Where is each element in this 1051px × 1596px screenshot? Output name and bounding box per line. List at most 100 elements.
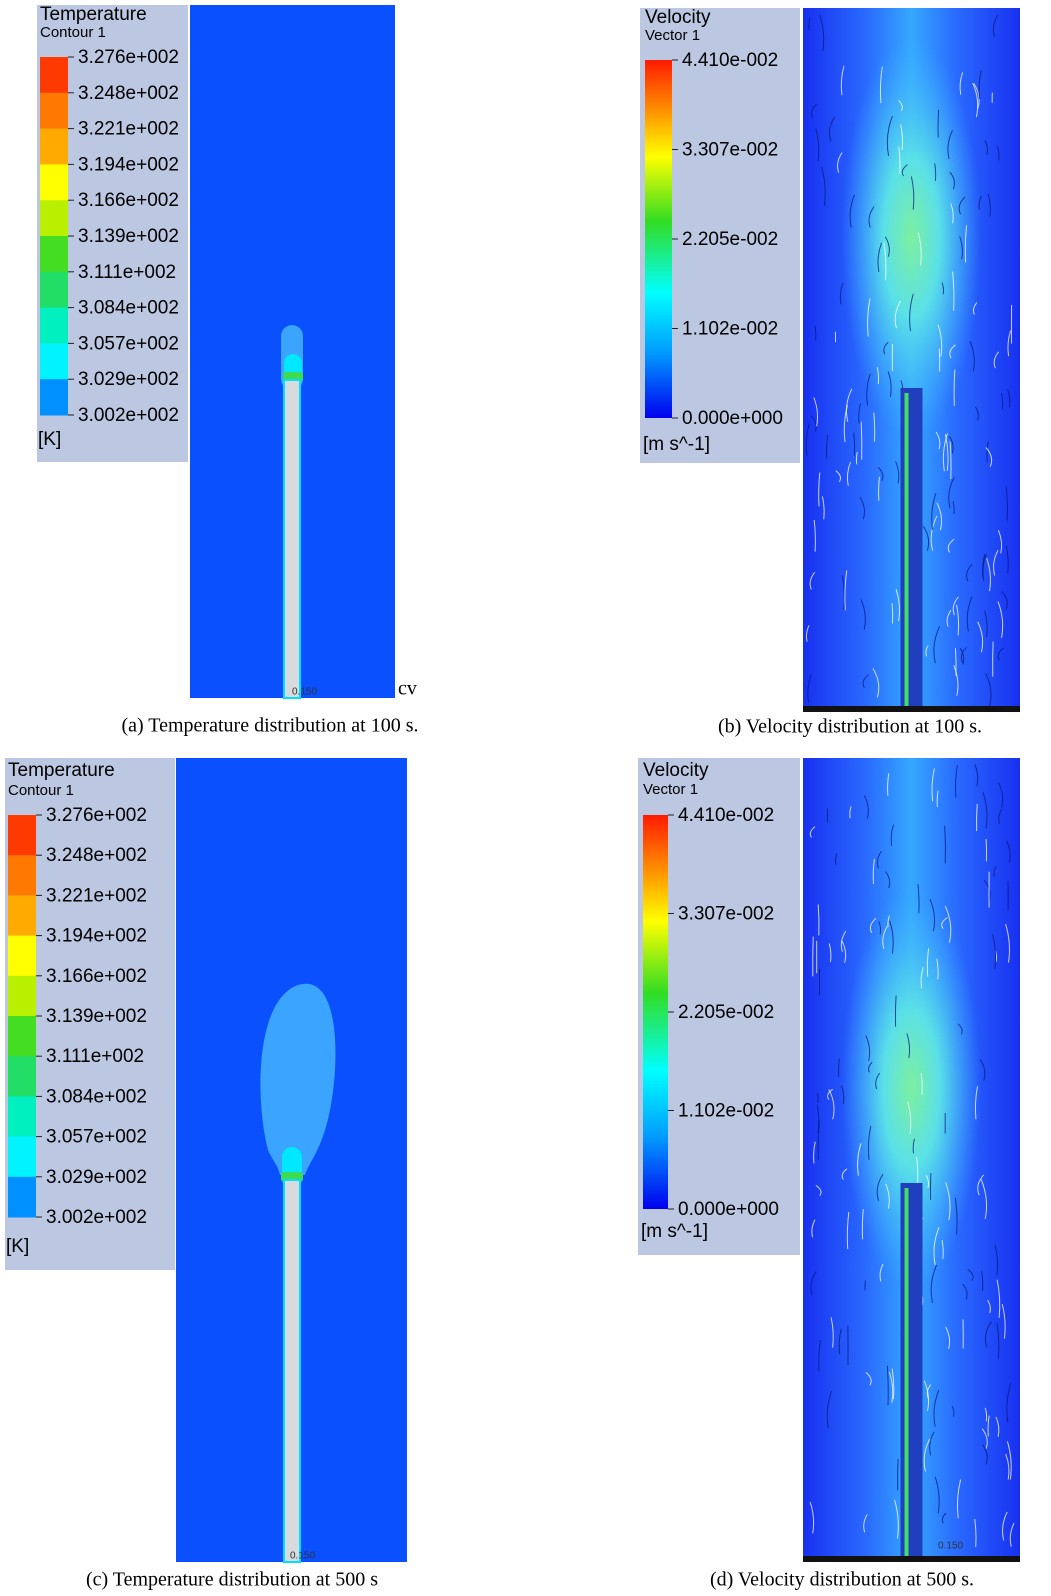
color-band	[8, 1176, 36, 1218]
streak	[859, 496, 865, 520]
streak	[980, 1179, 988, 1219]
legend-label: 3.307e-002	[678, 904, 774, 925]
streak	[964, 225, 967, 263]
streak	[844, 570, 848, 611]
streak	[868, 1061, 873, 1073]
streak	[946, 609, 952, 627]
streak	[996, 146, 1000, 161]
streak	[849, 806, 852, 819]
streak	[890, 824, 894, 846]
streak	[937, 109, 940, 138]
streak	[862, 674, 869, 688]
legend-label: 3.084e+002	[46, 1086, 147, 1107]
streak	[945, 1326, 951, 1350]
streak	[923, 1438, 931, 1472]
rod-edge-flow	[904, 1188, 909, 1557]
streak	[837, 152, 843, 173]
streak	[982, 792, 988, 829]
legend-unit: [K]	[38, 429, 61, 450]
streak	[839, 283, 844, 305]
legend-label: 3.084e+002	[78, 298, 179, 319]
streak	[977, 1174, 985, 1196]
streak	[886, 115, 893, 156]
color-band	[40, 343, 68, 380]
streak	[953, 665, 959, 696]
legend-label: 3.139e+002	[78, 226, 179, 247]
streak	[841, 940, 847, 963]
streak	[1005, 923, 1010, 963]
streak	[867, 298, 871, 337]
streak	[813, 519, 816, 552]
caption: (b) Velocity distribution at 100 s.	[718, 716, 982, 738]
streak	[972, 302, 978, 315]
streak	[898, 146, 901, 174]
streak	[887, 371, 892, 397]
streak	[910, 176, 915, 210]
scale-label: 0.150	[292, 687, 317, 698]
streak	[869, 917, 877, 934]
streak	[814, 325, 817, 341]
streak	[930, 1264, 938, 1304]
streak	[948, 477, 955, 509]
streak	[897, 99, 903, 112]
streak	[884, 236, 890, 257]
plume	[260, 983, 336, 1175]
streak	[809, 1501, 815, 1534]
streak	[840, 1085, 845, 1105]
streak	[1001, 1303, 1006, 1339]
streak	[954, 765, 958, 798]
streak	[952, 596, 959, 616]
streak	[866, 373, 871, 406]
streak	[815, 128, 820, 162]
streak	[887, 915, 891, 927]
streak	[993, 549, 999, 576]
legend-label: 3.166e+002	[46, 966, 147, 987]
streak	[821, 496, 825, 520]
streak	[956, 1479, 962, 1519]
streak	[861, 1208, 864, 1240]
legend-label: 3.194e+002	[78, 154, 179, 175]
streak	[986, 441, 989, 463]
streak	[947, 538, 955, 553]
color-bar	[643, 815, 668, 1209]
streak	[887, 773, 890, 796]
streak	[967, 1268, 974, 1281]
streak	[810, 415, 817, 432]
legend-label: 3.139e+002	[46, 1006, 147, 1027]
legend-label: 3.002e+002	[46, 1207, 147, 1228]
streak	[936, 502, 943, 531]
streak	[885, 1183, 890, 1209]
streak	[840, 65, 845, 96]
streak	[992, 934, 997, 969]
streak	[830, 1317, 834, 1348]
streak	[872, 668, 880, 698]
streak	[835, 853, 838, 865]
streak	[894, 300, 902, 329]
color-band	[40, 57, 68, 94]
streak	[987, 193, 991, 217]
streak	[1001, 591, 1008, 611]
streak	[945, 1182, 951, 1221]
streak	[952, 500, 955, 515]
streak	[947, 130, 953, 160]
streak	[846, 1211, 850, 1250]
streak	[959, 236, 963, 260]
streak	[901, 164, 908, 177]
scale-label: 0.150	[290, 1551, 315, 1562]
legend-label: 3.276e+002	[78, 47, 179, 68]
streak	[841, 1168, 848, 1180]
legend-label: 3.194e+002	[46, 926, 147, 947]
streak	[925, 645, 929, 657]
streak	[876, 1173, 884, 1202]
streak	[817, 1120, 820, 1160]
legend-label: 3.111e+002	[78, 262, 176, 283]
streak	[879, 66, 883, 104]
streak	[941, 917, 948, 930]
legend-label: 3.221e+002	[46, 885, 147, 906]
streak	[867, 1125, 872, 1160]
streak	[886, 1365, 889, 1406]
rod-edge-flow	[904, 393, 909, 707]
